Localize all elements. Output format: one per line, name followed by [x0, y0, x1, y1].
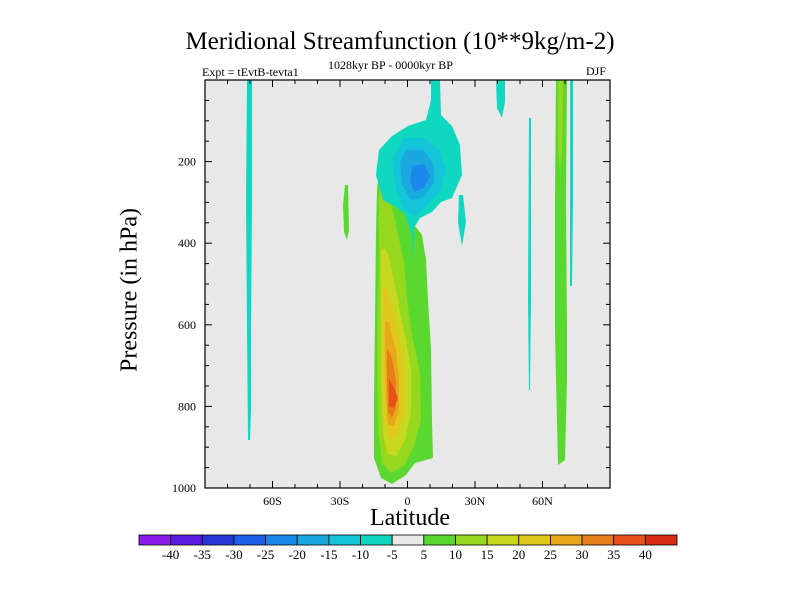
colorbar-box [644, 534, 678, 546]
contour-neg-patch-20n [458, 195, 466, 246]
colorbar-label: 30 [576, 547, 589, 562]
y-tick-label: 600 [178, 318, 196, 332]
right-string: DJF [586, 64, 607, 78]
center-string: 1028kyr BP - 0000kyr BP [328, 58, 453, 72]
colorbar-label: -40 [162, 547, 179, 562]
chart-title: Meridional Streamfunction (10**9kg/m-2) [185, 28, 615, 55]
colorbar-label: -5 [387, 547, 398, 562]
contour-pos-35 [389, 378, 398, 408]
y-tick-label: 400 [178, 236, 196, 250]
colorbar-box [423, 534, 456, 546]
x-tick-label: 0 [405, 494, 411, 508]
colorbar-box [138, 534, 172, 546]
colorbar-label: -20 [289, 547, 306, 562]
colorbar-label: -30 [225, 547, 242, 562]
y-tick-label: 200 [178, 155, 196, 169]
contour-neg-patch-40n [496, 80, 505, 118]
colorbar-box [233, 534, 266, 546]
colorbar-label: -10 [352, 547, 369, 562]
colorbar-box [613, 534, 646, 546]
contour-neg-20 [410, 164, 430, 192]
colorbar-box [360, 534, 393, 546]
left-string: Expt = tEvtB-tevta1 [202, 65, 299, 79]
colorbar-box [170, 534, 203, 546]
colorbar-box [581, 534, 615, 546]
x-tick-label: 60S [263, 494, 282, 508]
contour-north-neg-streak [570, 80, 573, 286]
colorbar-box [265, 534, 298, 546]
contour-neg-streak-50n [528, 118, 531, 390]
contour-fills [246, 80, 573, 484]
colorbar-label: 25 [544, 547, 557, 562]
colorbar-label: 10 [449, 547, 462, 562]
contour-north-pos-10 [558, 80, 563, 170]
x-tick-label: 60N [532, 494, 553, 508]
y-tick-label: 1000 [172, 481, 196, 495]
colorbar-label: 40 [639, 547, 652, 562]
y-axis-ticks: 200 400 600 800 1000 [172, 79, 610, 495]
x-tick-label: 30N [465, 494, 486, 508]
x-axis-ticks: 60S 30S 0 30N 60N [204, 80, 611, 508]
colorbar-box [550, 534, 583, 546]
x-tick-label: 30S [331, 494, 350, 508]
colorbar-label: -35 [194, 547, 211, 562]
colorbar-label: -15 [320, 547, 337, 562]
colorbar-box [201, 534, 235, 546]
colorbar-box [518, 534, 551, 546]
y-tick-label: 800 [178, 399, 196, 413]
x-axis-label: Latitude [370, 505, 450, 531]
colorbar-box [455, 534, 488, 546]
contour-south-streak [246, 80, 252, 440]
contour-patch-25s [343, 185, 349, 240]
colorbar-box [391, 534, 425, 546]
colorbar-box [328, 534, 361, 546]
colorbar-label: 35 [607, 547, 620, 562]
colorbar-label: -25 [257, 547, 274, 562]
colorbar-label: 5 [421, 547, 428, 562]
colorbar-box [296, 534, 330, 546]
colorbar-box [486, 534, 520, 546]
colorbar-label: 20 [512, 547, 525, 562]
colorbar-legend: -40 -35 -30 -25 -20 -15 -10 -5 5 10 15 20 25 30 35 40 [138, 534, 678, 562]
colorbar-label: 15 [481, 547, 494, 562]
contour-north-pos-5 [555, 80, 567, 465]
